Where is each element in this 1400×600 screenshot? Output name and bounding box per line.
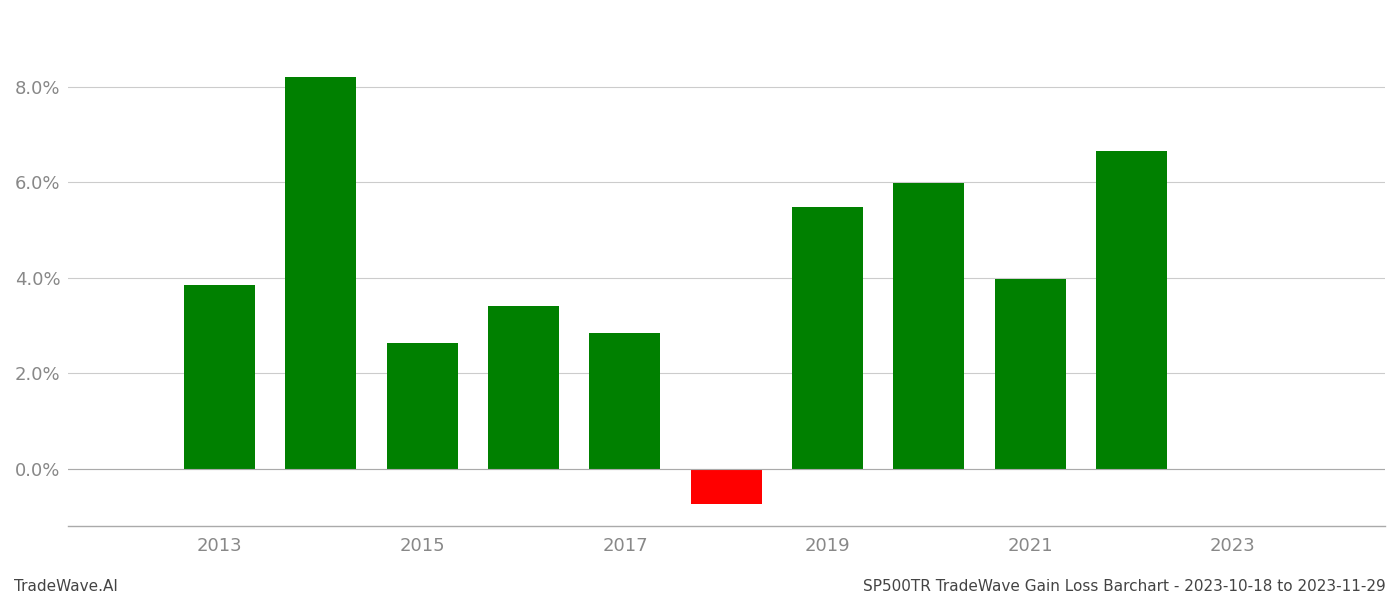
Bar — [489, 306, 559, 469]
Bar — [995, 279, 1065, 469]
Text: SP500TR TradeWave Gain Loss Barchart - 2023-10-18 to 2023-11-29: SP500TR TradeWave Gain Loss Barchart - 2… — [864, 579, 1386, 594]
Bar — [893, 183, 965, 469]
Bar — [792, 207, 862, 469]
Text: TradeWave.AI: TradeWave.AI — [14, 579, 118, 594]
Bar — [286, 77, 357, 469]
Bar — [589, 334, 661, 469]
Bar — [690, 469, 762, 505]
Bar — [185, 285, 255, 469]
Bar — [386, 343, 458, 469]
Bar — [1096, 151, 1168, 469]
